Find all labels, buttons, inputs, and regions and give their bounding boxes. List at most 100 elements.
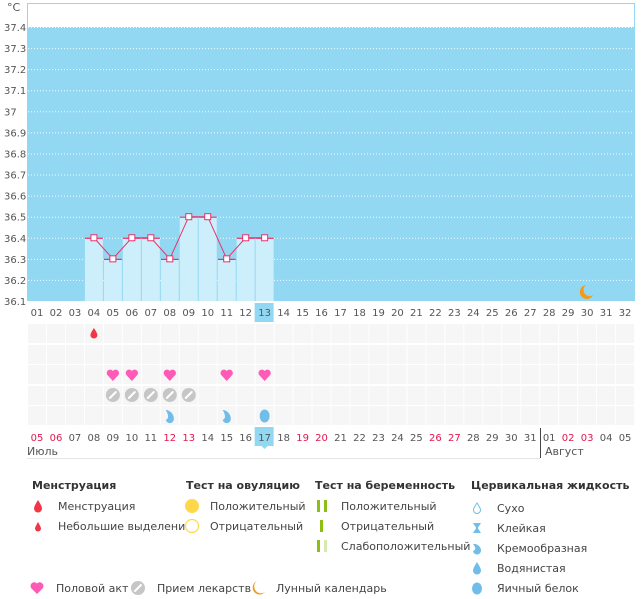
calendar-cell [578, 386, 597, 405]
calendar-date: 03 [581, 433, 594, 444]
calendar-cell [388, 345, 407, 364]
calendar-cell [84, 365, 103, 384]
legend-item-spotting: Небольшие выделения [32, 518, 192, 534]
today-highlight [254, 427, 274, 446]
calendar-cell [483, 406, 502, 425]
pill-stripe [165, 391, 174, 399]
calendar-date: 01 [543, 433, 556, 444]
calendar-cell [28, 386, 46, 405]
calendar-cell [122, 345, 141, 364]
calendar-cell [293, 345, 312, 364]
calendar-cell [559, 345, 578, 364]
calendar-cell [46, 324, 65, 343]
y-tick-label: 37.3 [4, 44, 26, 55]
calendar-cell [331, 324, 350, 343]
calendar-cell [616, 406, 635, 425]
calendar-cell [445, 386, 464, 405]
today-pointer [261, 446, 268, 449]
drop-small-icon [32, 518, 50, 534]
calendar-cell [540, 365, 559, 384]
calendar-cell [502, 386, 521, 405]
x-tick-label: 21 [410, 308, 423, 319]
temperature-point [261, 234, 269, 242]
x-tick-label: 09 [182, 308, 195, 319]
legend-item-eggwhite: Яичный белок [471, 580, 579, 596]
x-tick-label: 23 [448, 308, 461, 319]
legend-title-pregnancy: Тест на беременность [315, 479, 456, 492]
calendar-cell [198, 365, 217, 384]
calendar-date: 04 [600, 433, 613, 444]
calendar-cell [141, 406, 160, 425]
x-tick-label: 31 [600, 308, 613, 319]
calendar-cell [236, 365, 255, 384]
calendar-cell [160, 324, 179, 343]
circle-filled-icon [184, 498, 202, 514]
x-tick-label: 02 [50, 308, 63, 319]
legend-item-ovulation-negative: Отрицательный [184, 518, 303, 534]
legend-item-ovulation-positive: Положительный [184, 498, 306, 514]
calendar-cell [236, 386, 255, 405]
temperature-bar [122, 237, 141, 301]
x-tick-label: 22 [429, 308, 442, 319]
calendar-cell [331, 365, 350, 384]
calendar-cell [103, 345, 122, 364]
calendar-cell [597, 324, 616, 343]
calendar-cell [369, 345, 388, 364]
calendar-date: 11 [144, 433, 157, 444]
calendar-cell [426, 386, 445, 405]
calendar-cell [141, 324, 160, 343]
x-tick-label: 24 [467, 308, 480, 319]
calendar-cell [350, 345, 369, 364]
calendar-cell [540, 324, 559, 343]
y-tick-label: 36.7 [4, 171, 26, 182]
calendar-cell [464, 324, 483, 343]
temperature-bar [236, 237, 255, 301]
y-tick-label: 37.1 [4, 86, 26, 97]
calendar-cell [312, 406, 331, 425]
calendar-date: 24 [391, 433, 404, 444]
calendar-cell [388, 386, 407, 405]
temperature-bar [217, 258, 236, 301]
temperature-point [166, 255, 174, 263]
calendar-cell [388, 406, 407, 425]
calendar-date: 18 [277, 433, 290, 444]
legend-label: Лунный календарь [276, 581, 387, 595]
temperature-point [109, 255, 117, 263]
legend-item-menstruation: Менструация [32, 498, 135, 514]
y-tick-label: 36.5 [4, 213, 26, 224]
calendar-cell [559, 386, 578, 405]
calendar-cell [122, 406, 141, 425]
calendar-date: 23 [372, 433, 385, 444]
calendar-cell [407, 365, 426, 384]
calendar-cell [65, 365, 84, 384]
calendar-cell [521, 386, 540, 405]
calendar-cell [464, 406, 483, 425]
calendar-cell [369, 365, 388, 384]
calendar-date: 06 [50, 433, 63, 444]
calendar-date: 27 [448, 433, 461, 444]
legend-item-pregnancy-negative: Отрицательный [315, 518, 434, 534]
calendar-date: 05 [31, 433, 44, 444]
calendar-cell [426, 406, 445, 425]
x-tick-label: 10 [201, 308, 214, 319]
calendar-cell [293, 365, 312, 384]
calendar-cell [84, 386, 103, 405]
pill-stripe [108, 391, 117, 399]
legend-label: Положительный [341, 499, 437, 513]
x-tick-label: 19 [372, 308, 385, 319]
calendar-cell [426, 365, 445, 384]
x-tick-label: 29 [562, 308, 575, 319]
legend-item-pregnancy-positive: Положительный [315, 498, 437, 514]
temperature-point [242, 234, 250, 242]
calendar-date: 10 [125, 433, 138, 444]
two-lines-icon [315, 498, 333, 514]
calendar-cell [141, 365, 160, 384]
calendar-date: 14 [201, 433, 214, 444]
y-tick-label: 36.1 [4, 297, 26, 308]
y-axis-unit: °C [7, 1, 21, 14]
eggwhite-icon [471, 580, 489, 596]
x-tick-label: 11 [220, 308, 233, 319]
x-tick-label: 06 [125, 308, 138, 319]
pill-icon [131, 580, 149, 596]
calendar-cell [103, 324, 122, 343]
